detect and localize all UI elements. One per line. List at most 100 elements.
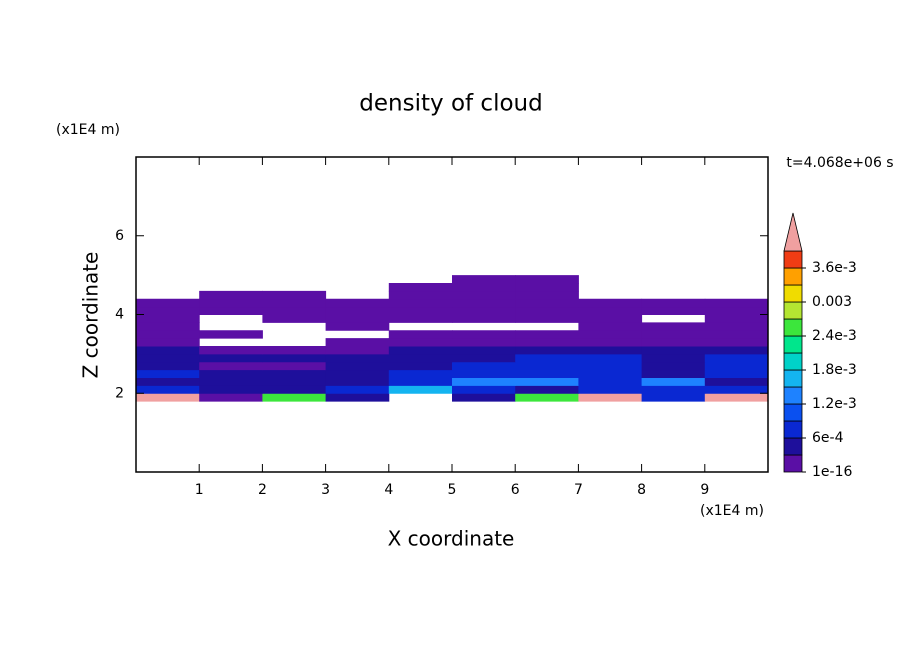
contour-cell	[199, 361, 263, 371]
time-label: t=4.068e+06 s	[786, 155, 893, 171]
contour-cell	[515, 298, 579, 308]
contour-cell	[136, 353, 200, 363]
contour-cell	[388, 290, 453, 300]
contour-cell	[515, 330, 579, 339]
x-axis-label: X coordinate	[388, 527, 515, 551]
colorbar-box	[783, 454, 803, 473]
contour-cell	[136, 369, 200, 378]
contour-cell	[136, 393, 200, 402]
colorbar-box	[783, 352, 803, 371]
colorbar-box	[783, 301, 803, 320]
contour-cell	[704, 353, 769, 363]
contour-cell	[515, 346, 579, 355]
contour-cell	[325, 393, 390, 402]
colorbar-box	[783, 284, 803, 303]
contour-cell	[452, 385, 516, 394]
contour-cell	[388, 338, 453, 347]
contour-cell	[388, 314, 453, 323]
contour-cell	[136, 346, 200, 355]
contour-cell	[388, 330, 453, 339]
contour-cell	[515, 361, 579, 371]
x-tick-label: 7	[574, 482, 583, 498]
contour-cell	[578, 298, 643, 308]
contour-cell	[578, 353, 643, 363]
contour-cell	[136, 385, 200, 394]
contour-cell	[325, 346, 390, 355]
contour-cell	[515, 290, 579, 300]
contour-cell	[136, 361, 200, 371]
colorbar-box	[783, 335, 803, 354]
contour-cell	[262, 306, 327, 315]
y-tick-label: 4	[115, 307, 124, 323]
x-tick-label: 6	[511, 482, 520, 498]
colorbar-tick-label: 1e-16	[812, 464, 852, 480]
contour-cell	[199, 393, 263, 402]
x-tick-label: 2	[258, 482, 267, 498]
y-axis-label: Z coordinate	[79, 252, 103, 379]
contour-cell	[515, 314, 579, 323]
contour-cell	[262, 385, 327, 394]
contour-cell	[136, 298, 200, 308]
y-unit: (x1E4 m)	[56, 122, 120, 138]
contour-cell	[325, 314, 390, 323]
contour-cell	[515, 338, 579, 347]
contour-cell	[262, 361, 327, 371]
contour-cell	[452, 306, 516, 315]
contour-cell	[262, 290, 327, 300]
contour-cell	[199, 290, 263, 300]
x-tick-label: 8	[637, 482, 646, 498]
contour-cell	[515, 385, 579, 394]
contour-cell	[325, 322, 390, 331]
contour-cell	[704, 322, 769, 331]
contour-cell	[578, 322, 643, 331]
contour-cell	[704, 298, 769, 308]
contour-cell	[452, 393, 516, 402]
contour-cell	[452, 338, 516, 347]
contour-cell	[262, 346, 327, 355]
x-tick-label: 5	[448, 482, 457, 498]
contour-cell	[199, 385, 263, 394]
contour-cell	[515, 369, 579, 378]
contour-cell	[641, 298, 706, 308]
contour-cell	[641, 322, 706, 331]
contour-cell	[578, 330, 643, 339]
contour-cell	[515, 306, 579, 315]
contour-cell	[136, 306, 200, 315]
contour-cell	[325, 298, 390, 308]
y-tick-label: 2	[115, 385, 124, 401]
contour-cell	[578, 361, 643, 371]
contour-cell	[578, 369, 643, 378]
colorbar-tick-label: 1.2e-3	[812, 396, 857, 412]
contour-cell	[641, 330, 706, 339]
colorbar-box	[783, 403, 803, 422]
contour-cell	[578, 338, 643, 347]
contour-cell	[452, 290, 516, 300]
contour-cell	[641, 385, 706, 394]
contour-cell	[262, 298, 327, 308]
contour-cell	[452, 314, 516, 323]
colorbar-box	[783, 250, 803, 269]
x-unit: (x1E4 m)	[700, 503, 764, 519]
colorbar-box	[783, 437, 803, 456]
contour-cell	[641, 361, 706, 371]
contour-cell	[325, 353, 390, 363]
contour-cell	[641, 393, 706, 402]
axes: 1 2 3 4 5 6 7 8 9 2 4 6 1e-16 6e-4 1.2e-3 1.8e-3 2.4e-3 0…	[115, 156, 857, 498]
contour-cell	[704, 377, 769, 386]
contour-cell	[641, 338, 706, 347]
contour-cell	[262, 314, 327, 323]
contour-cell	[325, 338, 390, 347]
contour-cell	[452, 275, 516, 284]
contour-cell	[452, 330, 516, 339]
colorbar-tick-label: 3.6e-3	[812, 260, 857, 276]
contour-cell	[515, 377, 579, 386]
y-tick-label: 6	[115, 228, 124, 244]
contour-cell	[641, 346, 706, 355]
contour-cell	[641, 306, 706, 315]
contour-cell	[452, 283, 516, 292]
contour-cell	[388, 306, 453, 315]
contour-cell	[452, 361, 516, 371]
contour-cell	[325, 377, 390, 386]
x-tick-label: 9	[700, 482, 709, 498]
contour-cell	[262, 369, 327, 378]
